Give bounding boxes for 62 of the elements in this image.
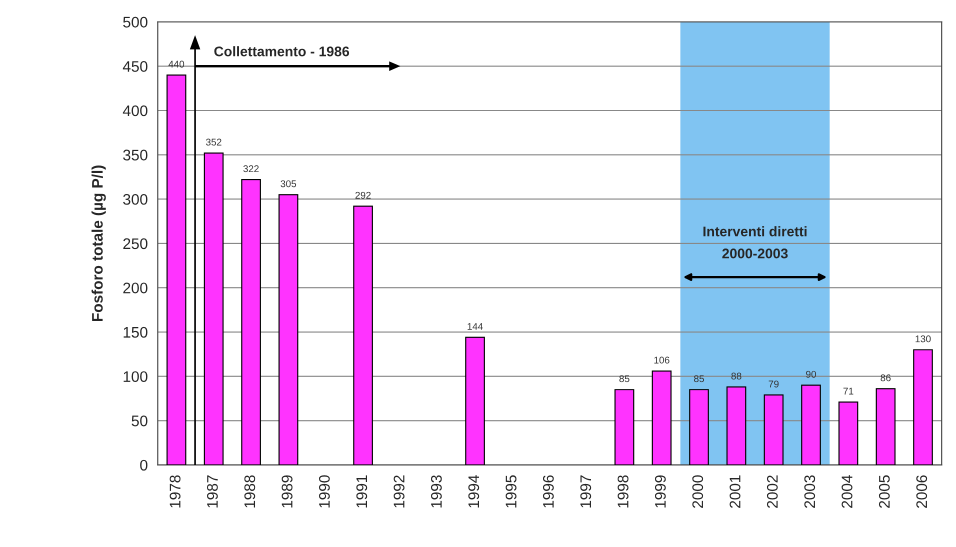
x-tick-label: 1993 [430,475,442,508]
bar [166,74,186,465]
annotation: Collettamento - 1986 [214,46,350,56]
data-label: 85 [694,375,704,382]
x-tick-label: 1992 [394,475,404,508]
x-tick-label: 1994 [468,475,480,508]
x-tick-label: 1988 [244,475,256,508]
y-tick-label: 0 [140,460,148,471]
x-tick-label: 1978 [170,475,181,508]
y-tick-label: 500 [123,16,148,28]
bar [764,394,784,465]
x-tick-label: 2000 [692,475,704,508]
bar [726,386,746,465]
y-tick-label: 50 [132,416,148,426]
x-tick-label: 2001 [730,475,740,508]
bar [689,389,709,465]
data-label: 144 [468,323,483,330]
x-tick-label: 1998 [618,475,628,508]
x-tick-label: 1999 [654,475,666,508]
x-tick-label: 2002 [766,475,778,508]
x-tick-label: 1995 [506,475,516,508]
x-tick-label: 1991 [356,475,368,508]
x-tick-label: 2006 [916,475,928,508]
y-tick-label: 400 [122,105,148,116]
y-tick-label: 300 [123,194,148,205]
y-tick-label: 350 [123,150,148,160]
bar [876,388,896,465]
data-label: 79 [768,380,779,388]
x-tick-label: 1990 [319,475,330,508]
bar [801,384,821,465]
y-tick-label: 100 [124,371,148,382]
bar [204,152,224,465]
data-label: 352 [206,138,222,146]
x-tick-label: 2005 [878,475,890,508]
bar [614,389,634,465]
x-tick-label: 1996 [542,475,554,508]
data-label: 130 [916,335,931,342]
y-axis-title: Fosforo totale (µg P/l) [92,166,106,322]
bar [278,194,298,465]
x-tick-label: 2004 [842,475,852,508]
x-tick-label: 1989 [282,475,292,508]
data-label: 106 [654,356,670,364]
data-label: 292 [355,192,371,199]
data-label: 440 [168,60,184,68]
y-tick-label: 450 [122,61,148,72]
bar [465,336,485,465]
y-tick-label: 250 [123,238,148,250]
data-label: 305 [280,180,296,188]
bar [353,206,373,465]
y-tick-label: 150 [124,326,148,338]
bar [838,401,858,465]
x-tick-label: 1987 [207,475,218,508]
data-label: 322 [243,165,259,172]
bar [652,370,672,465]
y-tick-label: 200 [123,282,148,294]
bar [913,349,933,465]
x-tick-label: 1997 [580,475,592,508]
data-label: 71 [843,388,854,394]
band-label: Interventi diretti 2000-2003 [703,226,807,258]
x-tick-label: 2003 [804,475,816,508]
bar [241,179,261,465]
data-label: 85 [619,375,630,382]
